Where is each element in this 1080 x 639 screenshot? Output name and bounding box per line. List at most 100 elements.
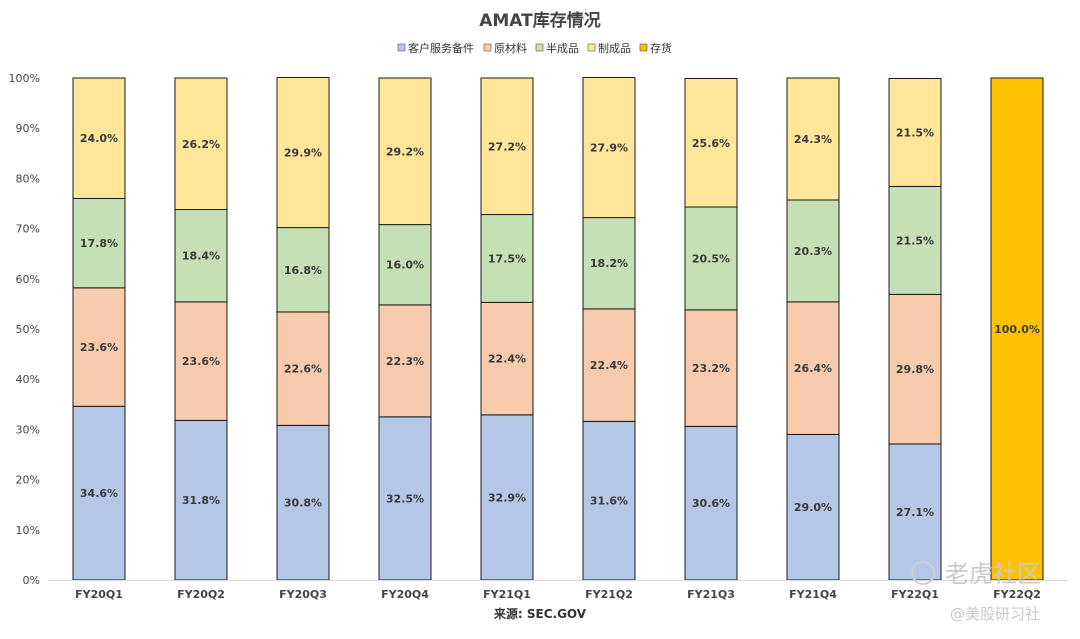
- source-label: 来源: SEC.GOV: [493, 606, 587, 621]
- bar-segment: [684, 78, 738, 208]
- data-label: 17.8%: [80, 237, 118, 250]
- x-tick-label: FY22Q1: [891, 588, 939, 601]
- legend-label: 原材料: [494, 41, 527, 55]
- bar-segment: [786, 433, 840, 581]
- y-tick-label: 30%: [16, 423, 40, 436]
- bar-segment: [480, 77, 534, 216]
- legend-label: 半成品: [546, 41, 579, 55]
- legend-item: 存货: [639, 41, 672, 55]
- watermark-logo-icon: [911, 561, 935, 585]
- data-label: 22.3%: [386, 355, 424, 368]
- data-label: 22.6%: [284, 363, 322, 376]
- legend-label: 客户服务备件: [408, 41, 474, 55]
- x-tick-label: FY20Q2: [177, 588, 225, 601]
- bar-segment: [582, 217, 636, 310]
- bar-segment: [786, 301, 840, 435]
- data-label: 29.8%: [896, 363, 934, 376]
- bar-segment: [72, 77, 126, 199]
- data-label: 30.8%: [284, 497, 322, 510]
- legend-item: 半成品: [535, 41, 579, 55]
- bar-segment: [378, 224, 432, 306]
- data-label: 32.9%: [488, 491, 526, 504]
- bar-segment: [684, 425, 738, 581]
- data-label: 24.3%: [794, 133, 832, 146]
- watermark: 老虎社区 @美股研习社: [911, 560, 1041, 623]
- data-label: 31.8%: [182, 494, 220, 507]
- data-label: 27.2%: [488, 140, 526, 153]
- watermark-title: 老虎社区: [945, 560, 1041, 588]
- x-tick-label: FY20Q3: [279, 588, 327, 601]
- data-label: 27.9%: [590, 142, 628, 155]
- bar-segment: [888, 293, 942, 445]
- y-tick-label: 10%: [16, 524, 40, 537]
- data-label: 24.0%: [80, 132, 118, 145]
- data-label: 31.6%: [590, 495, 628, 508]
- chart-title: AMAT库存情况: [479, 10, 601, 31]
- bar-segment: [276, 311, 330, 426]
- bar-segment: [990, 77, 1044, 581]
- legend-label: 制成品: [598, 42, 631, 55]
- y-tick-label: 70%: [16, 223, 40, 236]
- y-tick-label: 40%: [16, 373, 40, 386]
- legend-swatch: [483, 43, 492, 52]
- data-label: 20.5%: [692, 252, 730, 265]
- bar-segment: [276, 76, 330, 229]
- bar-segment: [684, 309, 738, 427]
- x-tick-label: FY20Q4: [381, 588, 429, 601]
- data-label: 34.6%: [80, 487, 118, 500]
- legend-item: 原材料: [483, 41, 527, 55]
- y-tick-label: 50%: [16, 323, 40, 336]
- data-label: 29.9%: [284, 147, 322, 160]
- data-label: 18.2%: [590, 257, 628, 270]
- data-label: 26.4%: [794, 362, 832, 375]
- x-tick-label: FY21Q1: [483, 588, 531, 601]
- bar-segment: [174, 77, 228, 211]
- data-label: 22.4%: [590, 359, 628, 372]
- bar-segment: [786, 77, 840, 201]
- data-label: 29.0%: [794, 501, 832, 514]
- data-label: 20.3%: [794, 245, 832, 258]
- legend-item: 客户服务备件: [397, 41, 474, 55]
- bar-segment: [378, 77, 432, 226]
- data-label: 17.5%: [488, 252, 526, 265]
- y-tick-label: 20%: [16, 474, 40, 487]
- data-label: 30.6%: [692, 497, 730, 510]
- y-tick-label: 80%: [16, 172, 40, 185]
- bar-segment: [174, 209, 228, 303]
- y-tick-label: 90%: [16, 122, 40, 135]
- bar-segment: [684, 206, 738, 311]
- bar-segment: [888, 185, 942, 295]
- data-label: 21.5%: [896, 126, 934, 139]
- bar-segment: [888, 443, 942, 581]
- bar-segment: [480, 301, 534, 416]
- bar-segment: [480, 414, 534, 581]
- x-tick-label: FY21Q2: [585, 588, 633, 601]
- legend-swatch: [397, 43, 406, 52]
- data-label: 27.1%: [896, 506, 934, 519]
- data-label: 21.5%: [896, 234, 934, 247]
- data-label: 25.6%: [692, 137, 730, 150]
- bar-segment: [888, 78, 942, 187]
- data-label: 23.6%: [80, 341, 118, 354]
- data-label: 16.0%: [386, 259, 424, 272]
- legend-label: 存货: [650, 41, 672, 55]
- data-label: 23.2%: [692, 362, 730, 375]
- legend-swatch: [587, 43, 596, 52]
- data-label: 23.6%: [182, 355, 220, 368]
- bar-segment: [174, 301, 228, 421]
- y-tick-label: 0%: [23, 574, 40, 587]
- data-label: 16.8%: [284, 264, 322, 277]
- legend-swatch: [535, 43, 544, 52]
- data-label: 26.2%: [182, 138, 220, 151]
- bars-area: 34.6% 23.6% 17.8% 24.0% 31.8% 23.6% 18.4% 26.2%…: [72, 76, 1044, 581]
- data-label: 32.5%: [386, 492, 424, 505]
- watermark-handle: @美股研习社: [950, 605, 1040, 623]
- legend-item: 制成品: [587, 42, 631, 55]
- y-tick-label: 60%: [16, 273, 40, 286]
- legend: 客户服务备件 原材料 半成品 制成品 存货: [397, 41, 672, 55]
- bar-segment: [276, 227, 330, 313]
- x-tick-label: FY21Q3: [687, 588, 735, 601]
- x-axis: FY20Q1 FY20Q2 FY20Q3 FY20Q4 FY21Q1 FY21Q2 FY21…: [48, 580, 1068, 601]
- bar-segment: [582, 76, 636, 219]
